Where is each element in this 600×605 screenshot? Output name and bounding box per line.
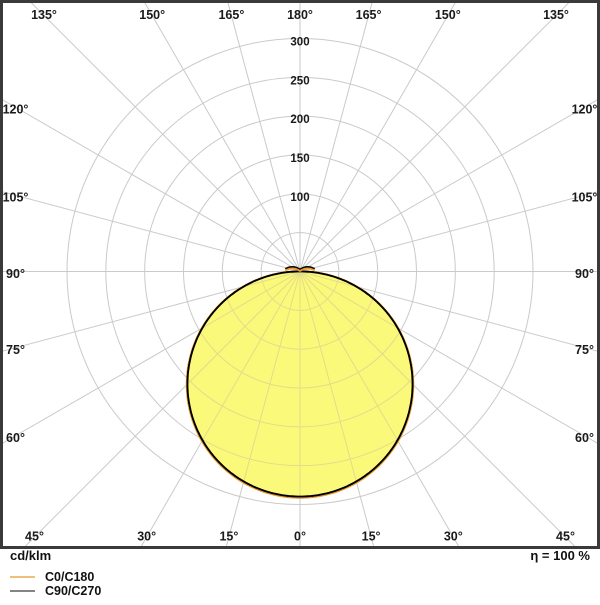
svg-text:200: 200 — [290, 114, 309, 126]
svg-text:45°: 45° — [556, 529, 575, 543]
svg-text:45°: 45° — [25, 529, 44, 543]
svg-text:300: 300 — [290, 37, 309, 49]
svg-text:180°: 180° — [287, 8, 313, 22]
svg-text:150°: 150° — [139, 8, 165, 22]
svg-text:150°: 150° — [435, 8, 461, 22]
svg-text:120°: 120° — [3, 102, 29, 116]
svg-text:60°: 60° — [575, 431, 594, 445]
svg-text:30°: 30° — [137, 529, 156, 543]
svg-text:105°: 105° — [3, 191, 29, 205]
svg-text:15°: 15° — [362, 529, 381, 543]
svg-text:120°: 120° — [572, 102, 598, 116]
svg-text:165°: 165° — [356, 8, 382, 22]
svg-text:30°: 30° — [444, 529, 463, 543]
svg-text:90°: 90° — [575, 267, 594, 281]
svg-text:60°: 60° — [6, 431, 25, 445]
svg-text:C90/C270: C90/C270 — [45, 584, 101, 598]
svg-text:250: 250 — [290, 75, 309, 87]
svg-text:150: 150 — [290, 153, 309, 165]
svg-text:135°: 135° — [543, 8, 569, 22]
svg-text:0°: 0° — [294, 529, 306, 543]
svg-text:90°: 90° — [6, 267, 25, 281]
svg-text:165°: 165° — [218, 8, 244, 22]
svg-text:C0/C180: C0/C180 — [45, 570, 94, 584]
svg-text:100: 100 — [290, 192, 309, 204]
svg-text:105°: 105° — [572, 191, 598, 205]
svg-text:75°: 75° — [6, 343, 25, 357]
svg-text:75°: 75° — [575, 343, 594, 357]
svg-text:135°: 135° — [31, 8, 57, 22]
svg-text:cd/klm: cd/klm — [10, 548, 51, 563]
svg-text:η = 100 %: η = 100 % — [530, 548, 590, 563]
svg-text:15°: 15° — [219, 529, 238, 543]
